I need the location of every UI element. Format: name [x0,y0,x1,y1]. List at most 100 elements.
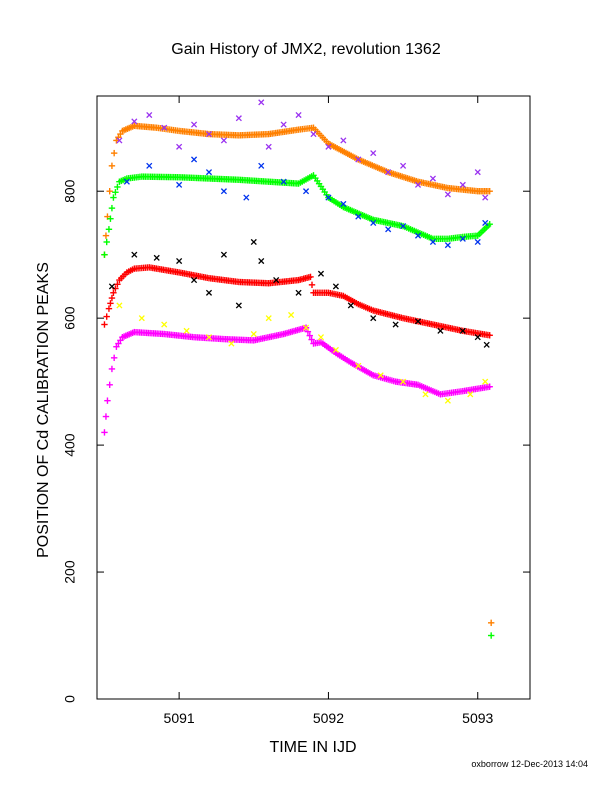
point-blue-1 [146,162,153,169]
point-green-4 [108,204,116,212]
point-magenta-215 [486,383,493,390]
point-red-0 [101,321,108,328]
point-yellow-0 [116,302,123,309]
y-tick-label-2: 400 [62,433,78,457]
point-black-7 [235,302,242,309]
point-yellow-5 [228,340,235,347]
point-black-11 [295,289,302,296]
point-magenta-4 [108,365,116,373]
point-blue-9 [302,188,310,195]
point-purple-5 [190,121,198,128]
point-blue-2 [176,181,183,188]
point-blue-10 [325,194,332,201]
point-black-10 [273,277,280,284]
point-green-5 [110,194,117,201]
point-red-116 [307,273,314,281]
series-yellow [116,302,489,404]
point-yellow-18 [482,378,489,385]
point-black-12 [317,270,325,277]
point-purple-16 [355,156,362,163]
point-yellow-12 [355,362,362,369]
point-purple-24 [474,169,481,176]
point-purple-17 [370,150,377,157]
point-black-14 [347,302,354,309]
point-red-3 [107,300,114,307]
point-green-6 [112,189,119,196]
point-purple-23 [459,181,466,188]
point-magenta-117 [308,336,315,343]
point-purple-3 [161,124,168,131]
point-purple-15 [340,137,347,144]
point-yellow-14 [400,378,407,385]
series-purple [116,99,489,201]
y-tick-label-4: 800 [62,179,78,203]
point-blue-18 [444,242,451,249]
point-black-9 [258,257,265,265]
data-marks [101,99,495,639]
series-magenta [101,324,493,436]
point-purple-6 [205,131,213,138]
y-tick-label-1: 200 [62,560,78,584]
point-black-0 [108,283,115,290]
point-purple-2 [146,111,153,119]
series-black [108,238,490,348]
point-purple-13 [310,131,317,138]
x-tick-label-1: 5092 [313,710,344,726]
point-black-3 [176,257,183,265]
point-blue-11 [340,200,347,207]
point-purple-22 [444,191,451,198]
point-orange-217 [486,188,493,195]
x-tick-label-2: 5093 [462,710,493,726]
point-blue-12 [355,213,362,220]
point-blue-13 [370,219,377,227]
point-purple-9 [258,99,265,106]
point-blue-19 [459,235,466,242]
y-tick-label-3: 600 [62,306,78,330]
point-blue-7 [258,162,265,169]
point-magenta-5 [110,354,118,362]
point-purple-25 [482,194,489,201]
point-red-4 [108,294,116,302]
point-black-19 [459,327,466,334]
point-blue-0 [123,178,130,185]
point-yellow-8 [288,311,295,319]
y-axis-label: POSITION OF Cd CALIBRATION PEAKS [35,262,52,558]
point-blue-4 [205,169,213,176]
point-yellow-15 [422,391,429,398]
point-yellow-13 [377,372,384,379]
point-purple-8 [235,115,242,122]
plot-area [96,95,531,700]
point-yellow-4 [205,334,213,341]
point-blue-17 [429,238,437,246]
point-magenta-0 [101,429,108,436]
point-yellow-11 [332,346,339,353]
point-black-6 [220,251,227,258]
point-magenta-1 [102,413,110,420]
point-green-0 [101,251,108,258]
point-black-5 [205,289,213,296]
point-yellow-2 [161,321,168,328]
series-red [101,264,493,339]
point-purple-12 [295,111,302,119]
point-green-214 [486,221,493,228]
point-purple-21 [429,175,437,182]
point-orange-5 [110,149,118,157]
point-green-3 [107,215,114,222]
point-black-4 [190,277,198,284]
point-magenta-116 [306,332,313,339]
point-orange-4 [108,162,116,170]
point-red-5 [110,289,117,296]
point-black-18 [437,327,444,334]
point-orange-1 [102,232,110,239]
footer-stamp: oxborrow 12-Dec-2013 14:04 [471,759,588,769]
point-black-1 [131,251,138,258]
point-purple-7 [220,137,227,144]
point-green-2 [105,226,113,233]
point-black-21 [483,341,490,348]
x-tick-label-0: 5091 [164,710,195,726]
axis-ticks: 0 200 400 600 800 5091 5092 5093 [62,96,530,726]
point-yellow-3 [183,327,190,334]
point-yellow-17 [467,391,474,398]
point-red-1 [103,313,110,320]
point-purple-20 [414,181,422,188]
